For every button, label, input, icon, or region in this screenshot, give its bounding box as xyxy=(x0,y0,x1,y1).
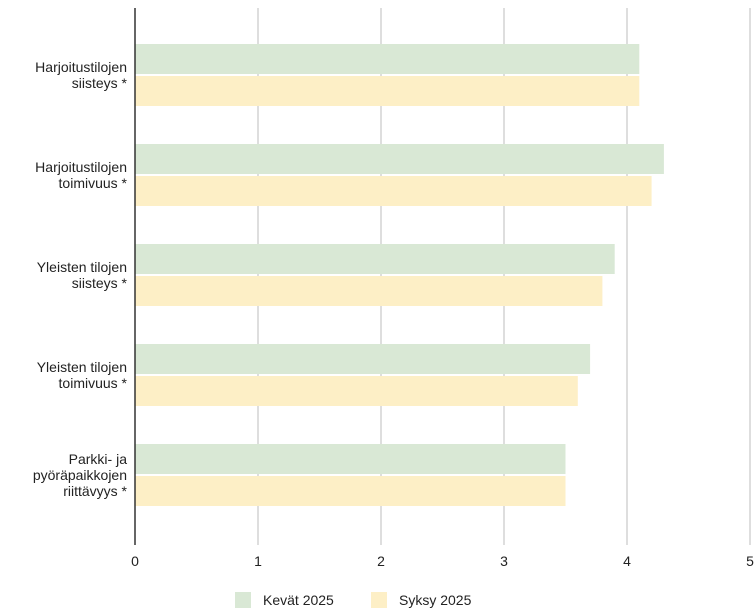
legend-label: Kevät 2025 xyxy=(263,592,334,608)
bar-syksy-2025 xyxy=(135,176,652,206)
x-tick-label: 4 xyxy=(623,553,631,569)
category-label: Yleisten tilojen siisteys * xyxy=(37,259,128,291)
x-axis-ticks: 0 1 2 3 4 5 xyxy=(131,553,754,569)
bar-kevat-2025 xyxy=(135,44,640,74)
bar-syksy-2025 xyxy=(135,376,578,406)
category-labels: Harjoitustilojen siisteys * Harjoitustiloj… xyxy=(33,59,128,499)
category-label: Parkki- ja pyöräpaikkojen riittävyys * xyxy=(33,451,128,499)
legend: Kevät 2025 Syksy 2025 xyxy=(235,592,472,608)
bar-kevat-2025 xyxy=(135,344,591,374)
x-tick-label: 5 xyxy=(746,553,754,569)
legend-swatch xyxy=(235,592,251,608)
category-label: Harjoitustilojen toimivuus * xyxy=(35,159,127,191)
bar-syksy-2025 xyxy=(135,476,566,506)
category-label: Yleisten tilojen toimivuus * xyxy=(37,359,128,391)
bars xyxy=(135,44,664,506)
bar-kevat-2025 xyxy=(135,144,664,174)
bar-syksy-2025 xyxy=(135,76,640,106)
legend-swatch xyxy=(371,592,387,608)
bar-syksy-2025 xyxy=(135,276,603,306)
x-tick-label: 1 xyxy=(254,553,262,569)
category-label: Harjoitustilojen siisteys * xyxy=(35,59,127,91)
bar-kevat-2025 xyxy=(135,244,615,274)
legend-label: Syksy 2025 xyxy=(399,592,472,608)
x-tick-label: 2 xyxy=(377,553,385,569)
x-tick-label: 3 xyxy=(500,553,508,569)
x-tick-label: 0 xyxy=(131,553,139,569)
bar-kevat-2025 xyxy=(135,444,566,474)
